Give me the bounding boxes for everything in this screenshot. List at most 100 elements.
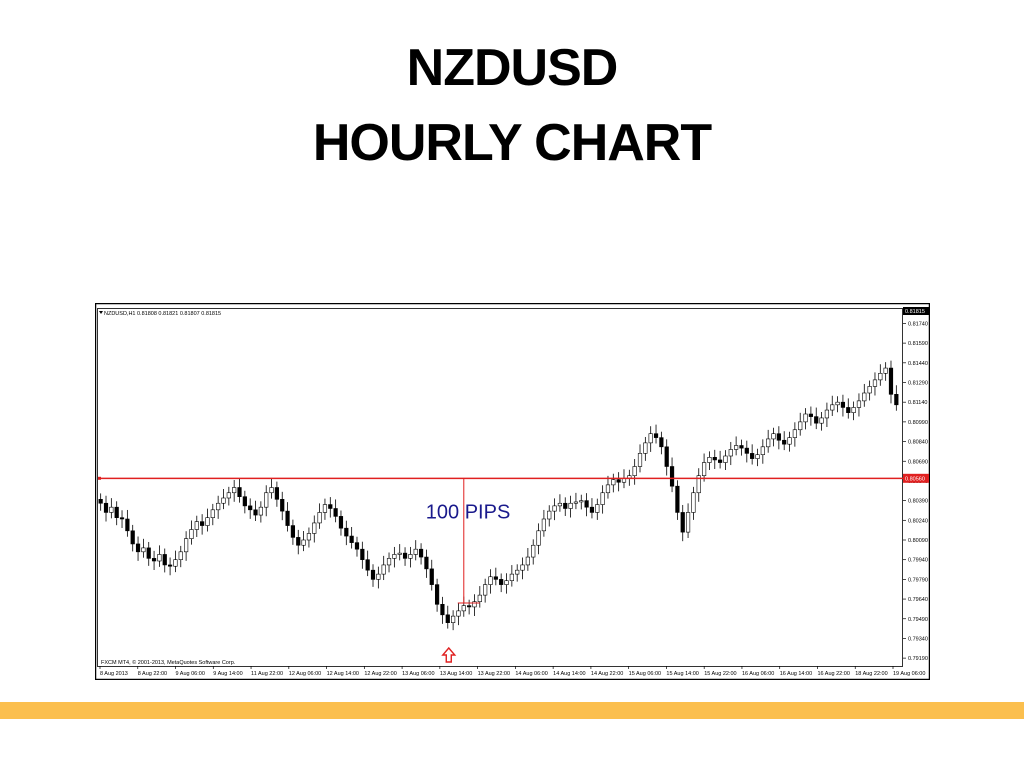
candle-body — [744, 447, 749, 454]
candle-body — [536, 530, 541, 546]
x-tick-label: 8 Aug 2013 — [100, 671, 128, 677]
candle-body — [221, 497, 226, 504]
y-tick-label: 0.81440 — [908, 361, 928, 367]
level-line-handle — [98, 476, 101, 480]
x-tick-label: 12 Aug 22:00 — [364, 671, 396, 677]
x-tick-label: 14 Aug 14:00 — [553, 671, 585, 677]
candle-body — [253, 509, 258, 516]
candle-body — [434, 584, 440, 605]
price-chart: 0.81740 0.81590 0.81440 0.81290 0.81140 0.809… — [95, 303, 930, 680]
candle-body — [135, 543, 141, 553]
candle-body — [141, 547, 146, 553]
current-price-label: 0.81815 — [905, 309, 925, 315]
candle-body — [280, 499, 285, 512]
up-arrow-icon — [441, 646, 457, 663]
candle-body — [456, 610, 461, 617]
candle-body — [333, 508, 338, 517]
candle-body — [696, 475, 701, 494]
candle-body — [712, 457, 717, 461]
candle-body — [878, 373, 883, 381]
x-tick-label: 11 Aug 22:00 — [251, 671, 283, 677]
copyright-footer: FXCM MT4, © 2001-2013, MetaQuotes Softwa… — [101, 659, 236, 666]
candle-body — [301, 539, 306, 546]
collapse-triangle-icon — [99, 311, 103, 314]
candle-body — [402, 552, 408, 559]
candle-body — [776, 433, 781, 441]
candle-body — [146, 547, 151, 559]
candle-body — [520, 564, 525, 571]
candle-body — [771, 433, 776, 440]
candle-body — [557, 502, 563, 507]
candle-body — [664, 446, 669, 467]
candle-body — [248, 505, 253, 511]
candle-body — [354, 542, 360, 550]
candle-body — [766, 438, 771, 448]
y-tick-label: 0.79640 — [908, 597, 928, 603]
x-tick-label: 12 Aug 14:00 — [327, 671, 359, 677]
candle-body — [451, 615, 456, 623]
candle-body — [573, 501, 579, 504]
y-tick-label: 0.80240 — [908, 518, 928, 524]
candle-body — [568, 502, 573, 509]
candle-body — [851, 407, 856, 413]
candle-body — [883, 367, 888, 374]
candle-body — [541, 518, 546, 532]
candle-body — [370, 569, 376, 580]
candle-body — [792, 429, 797, 438]
candle-body — [98, 499, 103, 504]
candle-body — [322, 504, 328, 513]
candle-body — [477, 594, 482, 602]
x-tick-label: 15 Aug 14:00 — [666, 671, 698, 677]
candle-body — [103, 502, 109, 513]
candle-body — [264, 492, 269, 508]
candle-body — [194, 521, 199, 530]
candle-body — [584, 500, 589, 508]
candle-body — [317, 512, 322, 524]
candle-body — [723, 455, 728, 463]
y-tick-label: 0.80090 — [908, 538, 928, 544]
x-tick-label: 12 Aug 06:00 — [289, 671, 321, 677]
candle-body — [515, 569, 520, 575]
candles — [98, 360, 899, 631]
x-tick-label: 13 Aug 06:00 — [402, 671, 434, 677]
candle-body — [130, 530, 135, 545]
candle-body — [760, 446, 765, 455]
candle-body — [493, 576, 498, 580]
y-tick-label: 0.80990 — [908, 420, 928, 426]
candle-body — [579, 500, 584, 503]
candle-body — [589, 506, 595, 513]
candle-body — [467, 605, 472, 608]
candle-body — [483, 584, 488, 596]
candle-body — [728, 449, 733, 457]
candle-body — [178, 551, 183, 560]
y-axis: 0.81740 0.81590 0.81440 0.81290 0.81140 0.809… — [903, 321, 928, 662]
candle-body — [611, 479, 616, 486]
candle-body — [296, 537, 301, 546]
symbol-header: NZDUSD,H1 0.81808 0.81821 0.81807 0.8181… — [104, 311, 221, 317]
candle-body — [306, 533, 312, 541]
candle-body — [445, 614, 450, 623]
y-tick-label: 0.79340 — [908, 636, 928, 642]
candle-body — [285, 510, 290, 526]
candle-body — [643, 442, 648, 454]
candle-body — [862, 392, 867, 402]
candle-body — [274, 487, 279, 500]
candle-body — [653, 433, 659, 438]
y-tick-label: 0.80690 — [908, 459, 928, 465]
plot-area — [97, 308, 903, 667]
x-axis: 8 Aug 2013 8 Aug 22:00 9 Aug 06:00 9 Aug 14… — [99, 666, 925, 677]
y-tick-label: 0.79490 — [908, 617, 928, 623]
y-tick-label: 0.81590 — [908, 341, 928, 347]
candlestick-chart-svg: 0.81740 0.81590 0.81440 0.81290 0.81140 0.809… — [95, 303, 930, 680]
candle-body — [669, 466, 675, 487]
candle-body — [173, 559, 178, 567]
candle-body — [803, 413, 808, 423]
candle-body — [365, 559, 370, 571]
candle-body — [846, 407, 851, 413]
current-price-label-bg — [903, 307, 929, 315]
candle-body — [386, 558, 392, 566]
candle-body — [547, 510, 552, 520]
candle-body — [840, 401, 846, 408]
candle-body — [162, 554, 167, 566]
slide-title-line1: NZDUSD — [406, 39, 619, 97]
